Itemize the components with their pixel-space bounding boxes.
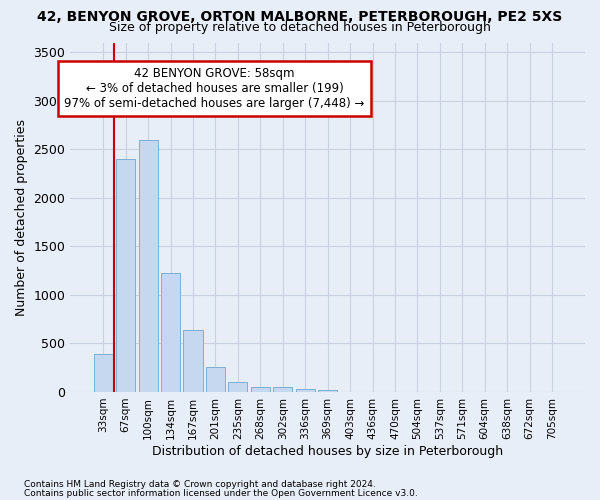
- Bar: [116, 159, 135, 392]
- Bar: [273, 386, 292, 392]
- Y-axis label: Number of detached properties: Number of detached properties: [15, 118, 28, 316]
- Bar: [94, 354, 113, 392]
- Bar: [251, 386, 270, 392]
- X-axis label: Distribution of detached houses by size in Peterborough: Distribution of detached houses by size …: [152, 444, 503, 458]
- Bar: [318, 390, 337, 392]
- Bar: [161, 272, 180, 392]
- Text: 42, BENYON GROVE, ORTON MALBORNE, PETERBOROUGH, PE2 5XS: 42, BENYON GROVE, ORTON MALBORNE, PETERB…: [37, 10, 563, 24]
- Bar: [296, 389, 315, 392]
- Text: Size of property relative to detached houses in Peterborough: Size of property relative to detached ho…: [109, 21, 491, 34]
- Bar: [139, 140, 158, 392]
- Bar: [184, 330, 203, 392]
- Text: 42 BENYON GROVE: 58sqm
← 3% of detached houses are smaller (199)
97% of semi-det: 42 BENYON GROVE: 58sqm ← 3% of detached …: [64, 67, 365, 110]
- Bar: [206, 367, 225, 392]
- Text: Contains HM Land Registry data © Crown copyright and database right 2024.: Contains HM Land Registry data © Crown c…: [24, 480, 376, 489]
- Bar: [229, 382, 247, 392]
- Text: Contains public sector information licensed under the Open Government Licence v3: Contains public sector information licen…: [24, 489, 418, 498]
